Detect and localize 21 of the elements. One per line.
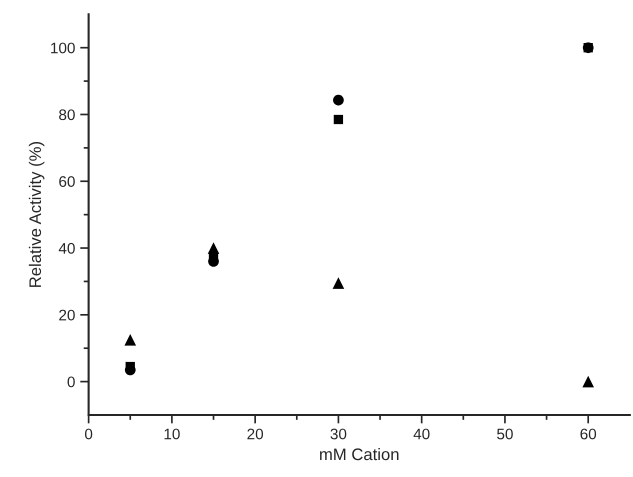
x-tick-label: 30 bbox=[330, 428, 346, 440]
x-tick-label: 20 bbox=[247, 428, 264, 440]
x-tick-label: 10 bbox=[164, 428, 180, 440]
point bbox=[124, 334, 136, 346]
point bbox=[332, 277, 344, 289]
y-tick-label: 0 bbox=[68, 376, 75, 388]
y-tick-label: 100 bbox=[51, 42, 75, 54]
x-axis-title: mM Cation bbox=[320, 448, 398, 460]
point bbox=[208, 242, 220, 254]
point bbox=[582, 376, 594, 388]
y-tick-label: 80 bbox=[59, 109, 75, 120]
x-tick-label: 0 bbox=[84, 428, 92, 440]
point bbox=[334, 114, 344, 124]
y-axis-title: Relative Activity (%) bbox=[28, 142, 44, 287]
x-tick-label: 60 bbox=[580, 428, 596, 440]
y-tick-label: 20 bbox=[59, 310, 75, 321]
y-tick-label: 40 bbox=[58, 242, 75, 254]
x-tick-label: 40 bbox=[414, 428, 430, 440]
x-tick-label: 50 bbox=[497, 428, 513, 440]
y-tick-label: 60 bbox=[59, 176, 75, 187]
point bbox=[333, 94, 344, 106]
